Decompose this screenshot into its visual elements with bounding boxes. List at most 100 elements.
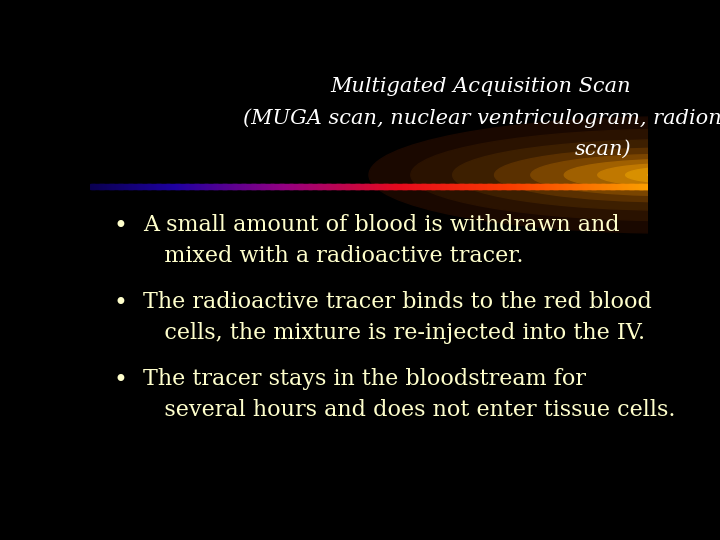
Bar <box>507 184 509 188</box>
Bar <box>302 184 303 188</box>
Bar <box>161 184 162 188</box>
Bar <box>304 184 305 188</box>
Bar <box>584 184 586 188</box>
Bar <box>324 184 325 188</box>
Bar <box>561 184 562 188</box>
Bar <box>577 184 578 188</box>
Bar <box>464 184 467 188</box>
Bar <box>622 184 624 188</box>
Bar <box>444 184 445 188</box>
Bar <box>418 184 419 188</box>
Bar <box>248 184 249 188</box>
Bar <box>636 184 637 188</box>
Bar <box>256 184 258 188</box>
Bar <box>147 184 149 188</box>
Bar <box>629 184 631 188</box>
Bar <box>310 184 312 188</box>
Bar <box>225 184 227 188</box>
Bar <box>484 184 485 188</box>
Bar <box>319 184 321 188</box>
Bar <box>164 184 166 188</box>
Bar <box>261 184 263 188</box>
Bar <box>409 184 410 188</box>
Bar <box>121 184 123 188</box>
Bar <box>547 184 549 188</box>
Bar <box>441 184 443 188</box>
Bar <box>602 184 604 188</box>
Bar <box>640 184 642 188</box>
Bar <box>175 184 176 188</box>
Bar <box>590 184 592 188</box>
Bar <box>331 184 333 188</box>
Bar <box>96 184 99 188</box>
Bar <box>436 184 438 188</box>
Bar <box>264 184 266 188</box>
Bar <box>209 184 210 188</box>
Bar <box>344 184 346 188</box>
Bar <box>519 184 521 188</box>
Bar <box>446 184 449 188</box>
Bar <box>634 184 635 188</box>
Bar <box>632 184 634 188</box>
Bar <box>531 184 532 188</box>
Bar <box>607 184 608 188</box>
Bar <box>369 184 372 188</box>
Bar <box>325 184 326 188</box>
Bar <box>569 184 570 188</box>
Bar <box>321 184 323 188</box>
Bar <box>549 184 552 188</box>
Bar <box>487 184 489 188</box>
Bar <box>383 184 384 188</box>
Bar <box>557 184 558 188</box>
Bar <box>223 184 225 188</box>
Bar <box>338 184 340 188</box>
Bar <box>244 184 246 188</box>
Bar <box>454 184 455 188</box>
Bar <box>440 184 441 188</box>
Bar <box>374 184 376 188</box>
Bar <box>181 184 182 188</box>
Bar <box>158 184 160 188</box>
Bar <box>543 184 544 188</box>
Bar <box>421 184 423 188</box>
Bar <box>327 184 329 188</box>
Text: The radioactive tracer binds to the red blood
   cells, the mixture is re-inject: The radioactive tracer binds to the red … <box>143 292 652 344</box>
Bar <box>514 184 516 188</box>
Bar <box>412 184 414 188</box>
Bar <box>524 184 526 188</box>
Bar <box>442 184 444 188</box>
Bar <box>294 184 295 188</box>
Bar <box>460 184 462 188</box>
Bar <box>546 184 548 188</box>
Bar <box>339 184 341 188</box>
Bar <box>430 184 431 188</box>
Bar <box>210 184 212 188</box>
Bar <box>361 184 362 188</box>
Bar <box>513 184 514 188</box>
Bar <box>646 184 647 188</box>
Bar <box>240 184 241 188</box>
Bar <box>357 184 359 188</box>
Bar <box>119 184 121 188</box>
Bar <box>282 184 284 188</box>
Bar <box>241 184 243 188</box>
Ellipse shape <box>626 167 720 183</box>
Bar <box>393 184 395 188</box>
Text: Multigated Acquisition Scan: Multigated Acquisition Scan <box>330 77 631 96</box>
Bar <box>228 184 229 188</box>
Bar <box>337 184 339 188</box>
Bar <box>279 184 281 188</box>
Bar <box>300 184 302 188</box>
Bar <box>333 184 334 188</box>
Ellipse shape <box>369 117 720 233</box>
Bar <box>116 184 117 188</box>
Bar <box>553 184 554 188</box>
Bar <box>517 184 519 188</box>
Bar <box>573 184 575 188</box>
Bar <box>292 184 293 188</box>
Bar <box>145 184 146 188</box>
Bar <box>217 184 218 188</box>
Bar <box>526 184 528 188</box>
Ellipse shape <box>531 154 720 196</box>
Bar <box>452 184 454 188</box>
